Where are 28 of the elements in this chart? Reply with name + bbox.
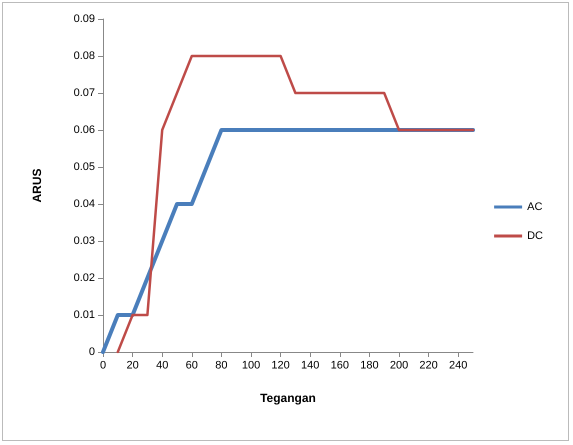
x-tick-label: 220 xyxy=(419,360,438,372)
y-tick-label: 0.01 xyxy=(74,309,95,321)
x-tick-label: 20 xyxy=(126,360,139,372)
x-tick-label: 60 xyxy=(186,360,198,372)
y-tick-label: 0.05 xyxy=(74,161,95,173)
y-tick-label: 0.06 xyxy=(74,124,95,136)
y-tick-label: 0 xyxy=(88,346,95,358)
legend-label: DC xyxy=(527,230,544,242)
y-tick-label: 0.03 xyxy=(74,235,95,247)
x-tick-label: 180 xyxy=(360,360,379,372)
x-tick-label: 200 xyxy=(390,360,408,372)
y-tick-label: 0.07 xyxy=(74,87,95,99)
x-tick-label: 80 xyxy=(215,360,228,372)
y-tick-label: 0.09 xyxy=(74,13,95,25)
x-tick-label: 240 xyxy=(449,360,468,372)
legend-label: AC xyxy=(527,201,542,213)
line-series xyxy=(116,54,474,354)
x-tick-label: 40 xyxy=(156,360,168,372)
x-tick-label: 160 xyxy=(330,360,349,372)
y-tick-label: 0.04 xyxy=(74,198,95,210)
x-tick-label: 140 xyxy=(301,360,320,372)
y-tick-label: 0.08 xyxy=(74,50,95,62)
y-axis-title: ARUS xyxy=(30,168,44,203)
y-tick-label: 0.02 xyxy=(74,272,95,284)
x-tick-label: 120 xyxy=(271,360,290,372)
x-tick-label: 0 xyxy=(100,360,106,372)
x-axis-title: Tegangan xyxy=(260,391,316,405)
x-tick-label: 100 xyxy=(242,360,260,372)
